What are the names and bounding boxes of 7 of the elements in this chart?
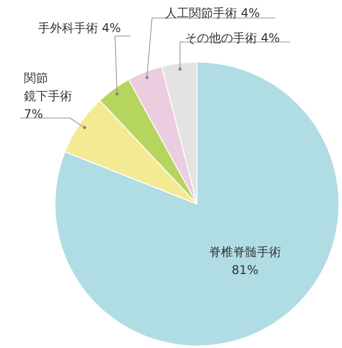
slice-label: 脊椎脊髄手術 bbox=[209, 245, 281, 259]
data-label: 7% bbox=[24, 107, 44, 121]
slice-label: 関節鏡下手術 bbox=[24, 71, 72, 103]
slice-label: その他の手術 4% bbox=[185, 31, 280, 45]
data-label: 81% bbox=[232, 263, 258, 277]
slice-label: 手外科手術 4% bbox=[38, 21, 121, 35]
slice-label: 人工関節手術 4% bbox=[165, 6, 260, 20]
